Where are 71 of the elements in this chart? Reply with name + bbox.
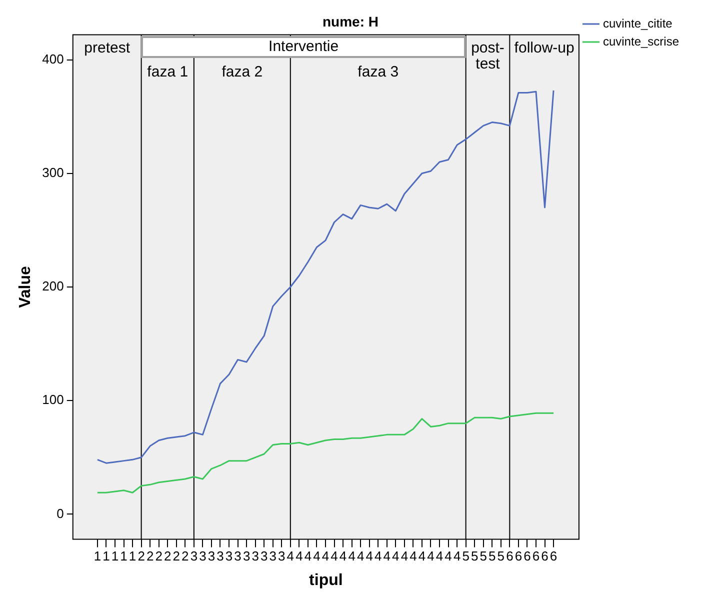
x-tick-label: 1 — [111, 548, 119, 564]
x-tick-label: 4 — [453, 548, 461, 564]
x-tick-label: 2 — [182, 548, 189, 564]
x-tick-label: 3 — [225, 548, 233, 564]
x-tick-label: 6 — [550, 548, 558, 564]
x-tick-label: 6 — [524, 548, 531, 564]
x-tick-label: 6 — [506, 548, 514, 564]
y-tick-label: 0 — [56, 506, 64, 521]
x-tick-label: 3 — [278, 548, 286, 564]
x-tick-label: 4 — [418, 548, 426, 564]
annotation: faza 2 — [222, 63, 263, 80]
x-tick-label: 1 — [128, 548, 136, 564]
x-tick-label: 2 — [138, 548, 145, 564]
x-tick-label: 4 — [383, 548, 391, 564]
x-tick-label: 3 — [242, 548, 250, 564]
x-tick-label: 4 — [400, 548, 408, 564]
x-tick-label: 4 — [392, 548, 400, 564]
chart-title: nume: H — [322, 13, 378, 30]
x-tick-label: 4 — [374, 548, 382, 564]
x-tick-label: 5 — [497, 548, 505, 564]
x-tick-label: 3 — [190, 548, 198, 564]
y-tick-label: 400 — [42, 51, 64, 66]
x-tick-label: 1 — [94, 548, 102, 564]
x-tick-label: 2 — [155, 548, 162, 564]
x-tick-label: 4 — [366, 548, 373, 564]
x-tick-label: 4 — [296, 548, 303, 564]
x-tick-label: 4 — [356, 548, 364, 564]
annotation: faza 1 — [147, 63, 188, 80]
x-tick-label: 6 — [541, 548, 548, 564]
x-tick-label: 4 — [348, 548, 356, 564]
x-tick-label: 2 — [146, 548, 154, 564]
y-axis-title: Value — [17, 266, 34, 308]
x-tick-label: 4 — [330, 548, 338, 564]
x-tick-label: 4 — [444, 548, 452, 564]
heading-box: Interventie — [141, 36, 466, 58]
x-tick-label: 3 — [269, 548, 276, 564]
y-tick-label: 200 — [42, 278, 64, 294]
x-tick-label: 2 — [164, 548, 172, 564]
x-tick-label: 5 — [488, 548, 496, 564]
x-tick-label: 4 — [410, 548, 417, 564]
y-tick-label: 300 — [42, 164, 64, 180]
x-tick-label: 3 — [208, 548, 216, 564]
x-tick-label: 6 — [514, 548, 522, 564]
x-tick-label: 3 — [199, 548, 206, 564]
x-tick-label: 4 — [286, 548, 294, 564]
x-tick-label: 6 — [532, 548, 540, 564]
annotation: follow-up — [514, 39, 574, 56]
x-tick-label: 2 — [172, 548, 180, 564]
annotation: post-test — [471, 39, 504, 72]
annotation: pretest — [84, 39, 131, 56]
legend-label: cuvinte_citite — [602, 16, 673, 30]
y-tick-label: 100 — [42, 392, 64, 408]
x-tick-label: 4 — [313, 548, 320, 564]
annotation: Interventie — [268, 38, 339, 56]
x-tick-label: 1 — [120, 548, 128, 564]
x-tick-label: 5 — [462, 548, 470, 564]
x-tick-label: 5 — [470, 548, 478, 564]
x-tick-label: 4 — [436, 548, 444, 564]
x-tick-label: 1 — [102, 548, 110, 564]
annotation: faza 3 — [358, 63, 399, 80]
x-tick-label: 3 — [216, 548, 224, 564]
x-tick-label: 3 — [234, 548, 242, 564]
x-tick-label: 4 — [322, 548, 330, 564]
x-tick-label: 5 — [480, 548, 487, 564]
x-axis-title: tipul — [309, 572, 343, 589]
x-tick-label: 3 — [260, 548, 268, 564]
x-tick-label: 4 — [427, 548, 434, 564]
x-tick-label: 4 — [339, 548, 347, 564]
x-tick-label: 3 — [252, 548, 259, 564]
legend-label: cuvinte_scrise — [602, 34, 680, 48]
x-tick-label: 4 — [304, 548, 312, 564]
